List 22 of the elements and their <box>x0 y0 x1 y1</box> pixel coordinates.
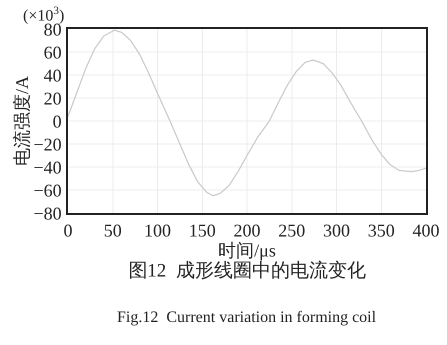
x-tick-label: 350 <box>368 220 395 240</box>
x-tick-label: 150 <box>188 220 216 240</box>
text: Fig.12 Current variation in forming coil <box>117 309 377 326</box>
y-tick-label: 20 <box>44 88 62 108</box>
x-tick-label: 200 <box>234 220 260 240</box>
x-tick-label: 400 <box>412 220 440 240</box>
x-axis-title: 时间/μs <box>218 240 276 260</box>
x-tick-label: 300 <box>323 220 350 240</box>
text: 图12 成形线圈中的电流变化 <box>128 260 366 282</box>
y-tick-label: −60 <box>33 180 62 200</box>
y-tick-label: 40 <box>44 65 62 86</box>
x-tick-label: 250 <box>278 220 306 240</box>
y-tick-label: 60 <box>44 42 62 62</box>
y-axis-title: 电流强度/A <box>12 76 32 166</box>
y-tick-label: −80 <box>33 203 62 224</box>
y-tick-label: −40 <box>33 157 62 178</box>
x-tick-label: 50 <box>104 220 122 240</box>
y-tick-label: −20 <box>33 134 62 154</box>
text: (×10$^{3}$) <box>23 5 64 25</box>
x-tick-label: 100 <box>144 220 171 240</box>
line-series <box>68 30 426 196</box>
y-tick-label: 0 <box>52 111 62 132</box>
